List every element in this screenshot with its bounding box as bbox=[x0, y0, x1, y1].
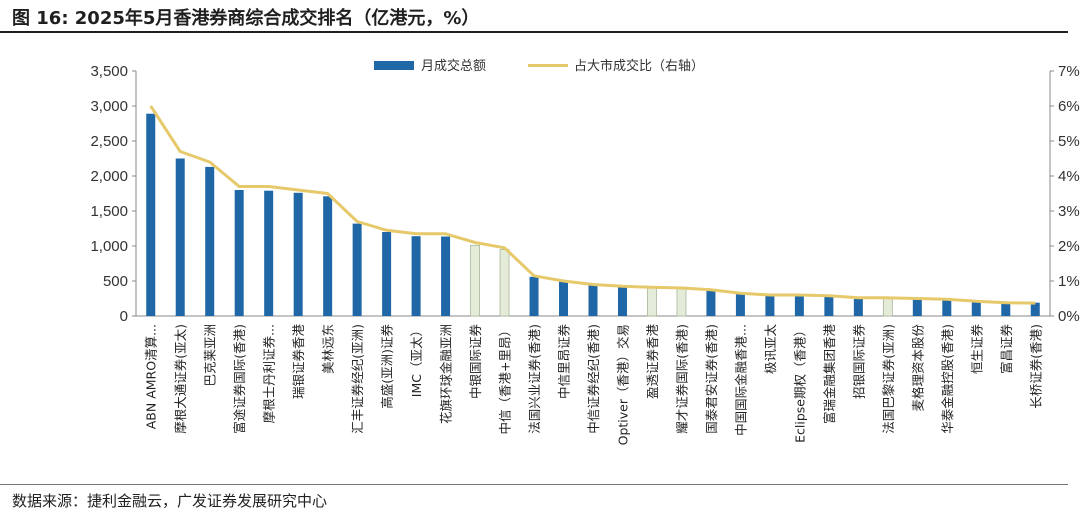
category-label: 巴克莱亚洲 bbox=[203, 324, 218, 387]
bar bbox=[647, 286, 657, 317]
bar bbox=[264, 190, 274, 316]
bar bbox=[942, 299, 952, 316]
bar bbox=[499, 249, 510, 317]
category-label: 招银国际证券 bbox=[851, 324, 866, 400]
y2-tick-label: 0% bbox=[1058, 308, 1080, 325]
bar bbox=[293, 192, 303, 316]
y2-tick-label: 4% bbox=[1058, 168, 1080, 185]
bar bbox=[382, 232, 392, 316]
y2-tick-label: 5% bbox=[1058, 133, 1080, 150]
category-label: 摩根士丹利证券... bbox=[262, 324, 277, 423]
bar bbox=[912, 299, 922, 316]
figure-title: 图 16: 2025年5月香港券商综合成交排名（亿港元，%） bbox=[12, 8, 480, 29]
category-label: 盈透证券香港 bbox=[645, 324, 660, 400]
y-tick-label: 2,000 bbox=[90, 168, 128, 185]
bar bbox=[1001, 302, 1011, 316]
bar bbox=[588, 284, 598, 316]
bottom-divider bbox=[0, 484, 1068, 485]
legend-line-label: 占大市成交比（右轴） bbox=[574, 58, 704, 74]
category-label: Eclipse期权（香港） bbox=[792, 324, 807, 443]
bar bbox=[765, 295, 775, 316]
category-label: 中信证券经纪(香港) bbox=[586, 324, 601, 434]
bar bbox=[234, 190, 244, 316]
y2-tick-label: 2% bbox=[1058, 238, 1080, 255]
category-label: 富途证券国际(香港) bbox=[232, 324, 247, 434]
bar bbox=[824, 296, 834, 316]
category-label: 美林远东 bbox=[321, 324, 336, 374]
category-label: 中国国际金融香港... bbox=[733, 324, 748, 436]
category-label: 富瑞金融集团香港 bbox=[822, 324, 837, 425]
category-label: 富昌证券 bbox=[999, 324, 1014, 375]
bar bbox=[676, 286, 687, 317]
bar bbox=[794, 295, 804, 316]
legend-bar-swatch bbox=[374, 61, 414, 70]
category-label: Optiver（香港）交易 bbox=[615, 324, 630, 445]
y2-tick-label: 7% bbox=[1058, 63, 1080, 80]
bar bbox=[882, 297, 893, 317]
share-line bbox=[149, 105, 1036, 305]
bar bbox=[411, 236, 421, 316]
category-label: 中信（香港+里昂） bbox=[498, 324, 513, 434]
category-label: IMC（亚太） bbox=[409, 324, 424, 397]
y-tick-label: 1,000 bbox=[90, 238, 128, 255]
y2-tick-label: 1% bbox=[1058, 273, 1080, 290]
category-label: 恒生证券 bbox=[969, 324, 984, 375]
bar bbox=[559, 281, 569, 316]
bar bbox=[441, 236, 451, 316]
category-label: 华泰金融控股(香港) bbox=[940, 324, 955, 434]
y2-tick-label: 6% bbox=[1058, 98, 1080, 115]
bar bbox=[470, 244, 480, 317]
category-label: 极讯亚太 bbox=[763, 324, 778, 375]
legend-bar-label: 月成交总额 bbox=[421, 58, 486, 74]
combo-chart: 0 500 1,000 1,500 2,000 2,500 3,000 3,500 0% 1% 2%… bbox=[90, 58, 1080, 445]
title-divider bbox=[0, 31, 1068, 33]
bar bbox=[706, 289, 716, 316]
category-label: 法国兴业证券(香港) bbox=[527, 324, 542, 434]
bar bbox=[205, 166, 215, 316]
category-label: 中银国际证券 bbox=[468, 324, 483, 400]
y-tick-label: 3,500 bbox=[90, 63, 128, 80]
category-label: 汇丰证券经纪(亚洲) bbox=[350, 324, 365, 434]
y-tick-label: 0 bbox=[120, 308, 128, 325]
y-tick-label: 1,500 bbox=[90, 203, 128, 220]
category-label: 高盛(亚洲)证券 bbox=[380, 324, 395, 409]
y2-tick-label: 3% bbox=[1058, 203, 1080, 220]
category-label: 麦格理资本股份 bbox=[910, 324, 925, 412]
category-label: 耀才证券国际(香港) bbox=[674, 324, 689, 434]
bar bbox=[735, 293, 745, 316]
bar bbox=[146, 113, 156, 316]
bar bbox=[323, 196, 333, 316]
category-label: 法国巴黎证券(亚洲) bbox=[881, 324, 896, 434]
y-tick-label: 500 bbox=[103, 273, 128, 290]
bar bbox=[529, 276, 539, 316]
source-note: 数据来源：捷利金融云，广发证券发展研究中心 bbox=[12, 492, 328, 510]
bar bbox=[971, 301, 981, 316]
category-label: ABN AMRO清算... bbox=[144, 324, 159, 429]
bar bbox=[1030, 302, 1040, 316]
category-label: 花旗环球金融亚洲 bbox=[439, 324, 454, 424]
bar bbox=[853, 297, 863, 316]
category-label: 瑞银证券香港 bbox=[291, 324, 306, 400]
category-label: 长桥证券(香港) bbox=[1028, 324, 1043, 409]
category-label: 摩根大通证券(亚太) bbox=[173, 324, 188, 434]
category-label: 中信里昂证券 bbox=[557, 324, 572, 400]
bar bbox=[352, 223, 362, 316]
category-label: 国泰君安证券(香港) bbox=[704, 324, 719, 434]
bar bbox=[175, 158, 185, 316]
y-tick-label: 3,000 bbox=[90, 98, 128, 115]
y-tick-label: 2,500 bbox=[90, 133, 128, 150]
bar bbox=[617, 285, 627, 316]
